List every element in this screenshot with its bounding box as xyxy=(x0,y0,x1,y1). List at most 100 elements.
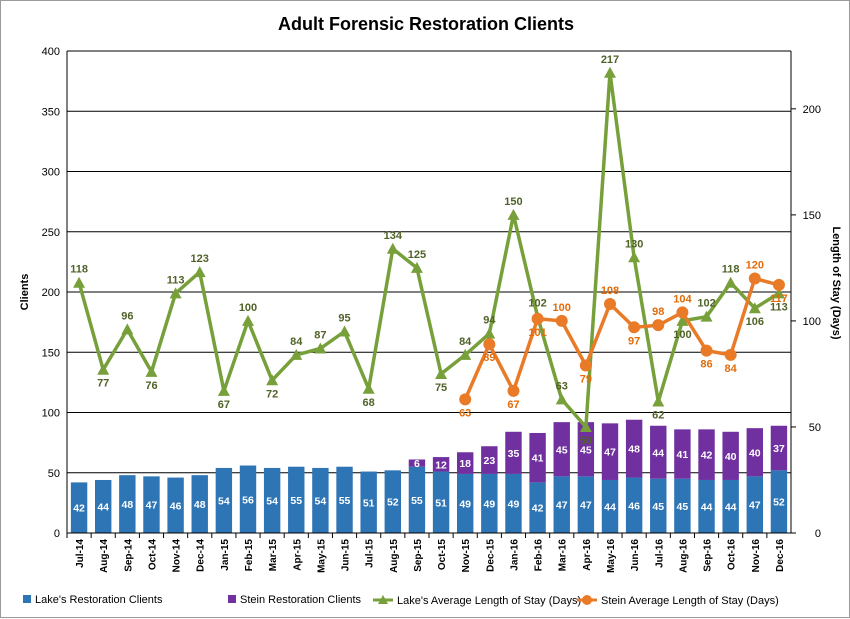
marker-lake xyxy=(121,323,134,335)
x-tick-label: Feb-16 xyxy=(534,539,545,572)
gridlines xyxy=(67,50,791,474)
line-label-stein: 120 xyxy=(746,260,764,272)
y2-tick-label: 0 xyxy=(815,528,821,540)
y-tick-label: 50 xyxy=(48,468,60,480)
marker-stein xyxy=(628,321,641,334)
line-label-lake: 130 xyxy=(625,238,643,250)
x-tick-label: May-16 xyxy=(606,539,617,573)
line-label-lake: 217 xyxy=(601,54,619,66)
marker-stein xyxy=(555,314,568,327)
line-label-stein: 98 xyxy=(652,306,664,318)
line-label-stein: 104 xyxy=(673,293,692,305)
bar-label-stein: 40 xyxy=(749,447,761,459)
bar-lake xyxy=(432,471,450,533)
x-tick-label: Oct-16 xyxy=(727,539,738,571)
bar-stein xyxy=(481,446,498,474)
line-label-stein: 89 xyxy=(483,352,495,364)
line-label-lake: 63 xyxy=(556,380,568,392)
line-label-stein: 100 xyxy=(553,302,571,314)
bar-lake xyxy=(215,467,233,533)
line-label-lake: 62 xyxy=(652,410,664,422)
bar-lake xyxy=(481,473,498,533)
line-label-stein: 67 xyxy=(507,399,519,411)
y2-tick-label: 100 xyxy=(803,316,821,328)
marker-lake xyxy=(193,266,206,278)
x-tick-label: Apr-15 xyxy=(292,539,303,571)
bar-label-lake: 55 xyxy=(339,495,351,507)
bar-lake xyxy=(456,473,474,533)
x-tick-label: Nov-15 xyxy=(461,539,472,573)
y2-axis-label: Length of Stay (Days) xyxy=(830,226,842,339)
x-tick-label: Jan-15 xyxy=(220,539,231,571)
marker-stein xyxy=(531,312,544,325)
bar-stein xyxy=(698,429,715,480)
x-tick-label: May-15 xyxy=(316,539,327,573)
line-label-lake: 106 xyxy=(746,316,764,328)
bar-label-stein: 47 xyxy=(604,447,616,459)
legend-swatch xyxy=(23,595,31,603)
y-tick-label: 400 xyxy=(42,46,60,58)
marker-lake xyxy=(145,365,158,377)
marker-lake xyxy=(483,327,496,339)
bar-lake xyxy=(553,476,570,533)
marker-lake xyxy=(459,348,472,360)
marker-stein xyxy=(483,338,496,351)
x-tick-label: Dec-16 xyxy=(775,539,786,572)
bar-lake xyxy=(674,478,691,533)
bar-stein xyxy=(625,419,643,478)
chart-title: Adult Forensic Restoration Clients xyxy=(278,14,574,34)
bar-lake xyxy=(770,470,788,533)
bar-label-lake: 48 xyxy=(121,499,133,511)
x-tick-label: Sep-14 xyxy=(123,539,134,572)
bar-label-stein: 48 xyxy=(628,444,640,456)
x-tick-label: Oct-15 xyxy=(437,539,448,571)
marker-stein xyxy=(772,278,785,291)
x-tick-label: Aug-16 xyxy=(678,539,689,573)
lines-layer xyxy=(73,66,785,432)
x-tick-label: Dec-15 xyxy=(485,539,496,572)
bar-label-lake: 47 xyxy=(556,500,568,512)
line-label-lake: 95 xyxy=(338,313,350,325)
marker-stein xyxy=(652,319,665,332)
x-tick-label: Jun-15 xyxy=(341,539,352,572)
marker-lake xyxy=(73,276,86,288)
marker-lake xyxy=(748,302,761,314)
y2-tick-label: 200 xyxy=(803,104,821,116)
bar-label-stein: 45 xyxy=(556,444,568,456)
x-tick-label: Oct-14 xyxy=(147,539,158,571)
y-tick-label: 0 xyxy=(54,528,60,540)
legend-label: Stein Average Length of Stay (Days) xyxy=(601,595,779,607)
line-label-lake: 125 xyxy=(408,249,426,261)
bar-label-lake: 52 xyxy=(773,497,785,509)
marker-lake xyxy=(604,66,616,78)
x-tick-label: Aug-15 xyxy=(389,539,400,573)
bar-stein xyxy=(529,432,546,483)
y2-tick-label: 150 xyxy=(803,210,821,222)
bar-label-lake: 54 xyxy=(266,495,278,507)
marker-lake xyxy=(652,395,665,407)
bar-label-lake: 49 xyxy=(483,498,495,510)
marker-lake xyxy=(772,287,785,299)
x-tick-label: Mar-15 xyxy=(268,539,279,572)
marker-lake xyxy=(410,261,423,273)
bar-label-stein: 40 xyxy=(725,451,737,463)
marker-lake xyxy=(362,382,375,394)
line-label-lake: 72 xyxy=(266,388,278,400)
bar-label-lake: 47 xyxy=(580,500,592,512)
bar-label-lake: 54 xyxy=(218,495,230,507)
bar-lake xyxy=(312,467,329,533)
bar-label-lake: 48 xyxy=(194,499,206,511)
bar-label-lake: 56 xyxy=(242,494,254,506)
bar-label-lake: 55 xyxy=(411,495,423,507)
bar-lake xyxy=(698,479,715,533)
bar-label-lake: 49 xyxy=(459,498,471,510)
bar-lake xyxy=(384,470,402,533)
y-tick-label: 350 xyxy=(42,106,60,118)
bar-label-stein: 12 xyxy=(435,459,447,471)
bar-label-lake: 44 xyxy=(701,501,713,513)
bar-label-lake: 51 xyxy=(363,497,375,509)
line-label-lake: 102 xyxy=(528,298,546,310)
marker-lake xyxy=(435,367,448,379)
line-label-lake: 113 xyxy=(167,274,185,286)
